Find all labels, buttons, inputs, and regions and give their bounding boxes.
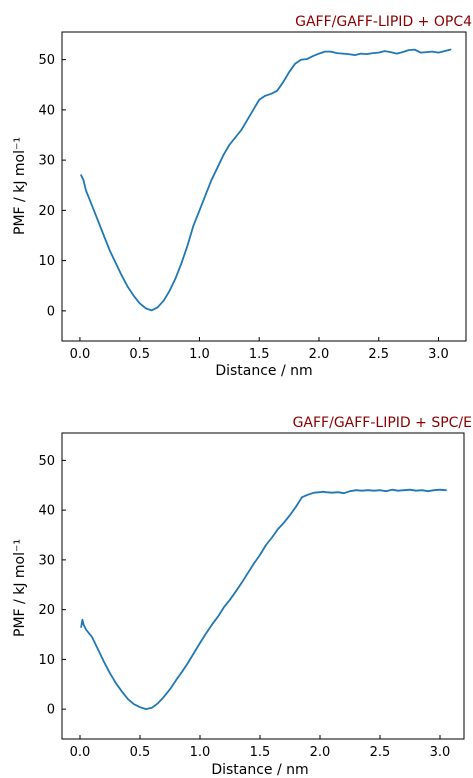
panel-bottom: GAFF/GAFF-LIPID + SPC/E PMF / kJ mol⁻¹ D… xyxy=(12,415,472,778)
panel-top-y-tick-label: 30 xyxy=(38,154,55,169)
panel-bottom-y-axis-label: PMF / kJ mol⁻¹ xyxy=(12,539,28,637)
panel-top-x-tick-label: 0.5 xyxy=(129,347,150,362)
panel-bottom-axes xyxy=(61,432,465,740)
panel-top-x-tick-label: 2.0 xyxy=(309,347,330,362)
panel-top-x-tick-label: 3.0 xyxy=(428,347,449,362)
panel-top-x-axis-label: Distance / nm xyxy=(215,363,312,379)
panel-top-y-axis-label: PMF / kJ mol⁻¹ xyxy=(12,137,28,235)
panel-bottom-y-tick-label: 20 xyxy=(38,603,55,618)
panel-bottom-y-tick-label: 10 xyxy=(38,653,55,668)
panel-bottom-x-tick-label: 2.0 xyxy=(310,745,331,760)
panel-top: GAFF/GAFF-LIPID + OPC4 PMF / kJ mol⁻¹ Di… xyxy=(12,14,472,379)
panel-bottom-x-tick-label: 1.5 xyxy=(250,745,271,760)
panel-bottom-y-tick-label: 50 xyxy=(38,454,55,469)
panel-top-title: GAFF/GAFF-LIPID + OPC4 xyxy=(295,14,472,30)
panel-top-x-tick-label: 1.5 xyxy=(249,347,270,362)
panel-top-axes xyxy=(61,31,467,342)
panel-top-y-tick-label: 50 xyxy=(38,53,55,68)
panel-bottom-x-tick-label: 3.0 xyxy=(430,745,451,760)
panel-top-x-tick-label: 1.0 xyxy=(189,347,210,362)
panel-bottom-series xyxy=(80,488,447,710)
panel-top-x-tick-label: 2.5 xyxy=(368,347,389,362)
panel-bottom-y-tick-label: 30 xyxy=(38,553,55,568)
panel-bottom-x-tick-label: 2.5 xyxy=(370,745,391,760)
panel-top-y-tick-label: 0 xyxy=(47,304,55,319)
panel-top-y-tick-label: 20 xyxy=(38,204,55,219)
panel-top-ticks: 0.0 0.5 1.0 1.5 2.0 2.5 3.0 0 10 20 30 40 50 xyxy=(38,53,448,362)
panel-top-series xyxy=(80,48,452,312)
panel-bottom-y-tick-label: 40 xyxy=(38,504,55,519)
panel-top-y-tick-label: 40 xyxy=(38,103,55,118)
panel-bottom-plot-frame xyxy=(61,432,465,740)
panel-top-series-line xyxy=(80,48,452,312)
panel-bottom-x-axis-label: Distance / nm xyxy=(211,762,308,778)
panel-bottom-ticks: 0.0 0.5 1.0 1.5 2.0 2.5 3.0 0 10 20 30 40 50 xyxy=(38,454,450,760)
panel-top-x-tick-label: 0.0 xyxy=(70,347,91,362)
panel-bottom-title: GAFF/GAFF-LIPID + SPC/E xyxy=(293,415,472,431)
panel-bottom-x-tick-label: 0.5 xyxy=(130,745,151,760)
panel-bottom-x-tick-label: 1.0 xyxy=(190,745,211,760)
panel-top-plot-frame xyxy=(61,31,467,342)
panel-bottom-series-line xyxy=(80,488,447,710)
panel-bottom-y-tick-label: 0 xyxy=(47,703,55,718)
panel-top-y-tick-label: 10 xyxy=(38,254,55,269)
panel-bottom-x-tick-label: 0.0 xyxy=(70,745,91,760)
